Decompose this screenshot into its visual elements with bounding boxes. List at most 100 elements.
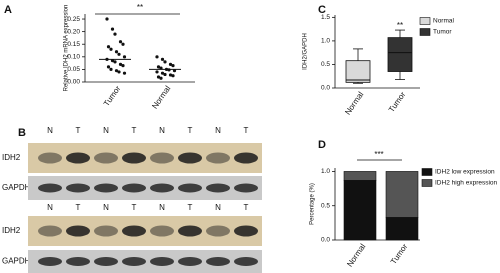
point xyxy=(163,72,167,77)
legend-label: Tumor xyxy=(433,29,452,36)
y-tick-label: 0.5 xyxy=(321,202,330,209)
y-axis-title: Percentage (%) xyxy=(310,183,316,225)
band xyxy=(122,225,146,237)
band xyxy=(234,183,258,193)
x-tick-label: Tumor xyxy=(387,90,408,114)
box xyxy=(387,37,413,72)
point xyxy=(171,64,175,68)
point xyxy=(110,27,115,31)
band xyxy=(66,225,90,237)
lane-label: N xyxy=(215,203,221,212)
band-label: IDH2 xyxy=(2,153,21,162)
point xyxy=(163,60,167,64)
point xyxy=(160,71,165,75)
point xyxy=(117,52,121,56)
band xyxy=(150,183,174,193)
legend-swatch xyxy=(421,179,433,187)
lane-label: T xyxy=(188,203,193,212)
band xyxy=(94,152,118,164)
x-tick-label: Normal xyxy=(345,242,367,268)
point xyxy=(114,69,119,73)
band xyxy=(178,152,202,164)
point xyxy=(114,50,119,54)
band xyxy=(234,225,258,237)
point xyxy=(113,32,117,36)
y-axis-title: IDH2/GAPDH xyxy=(303,33,309,70)
lane-label: N xyxy=(103,203,109,212)
band xyxy=(234,152,258,164)
point xyxy=(156,75,161,79)
band xyxy=(38,225,62,237)
band xyxy=(38,152,62,164)
legend-label: IDH2 low expression xyxy=(435,169,495,176)
legend-label: Normal xyxy=(433,18,455,25)
lane-label: T xyxy=(188,126,193,135)
point xyxy=(118,62,123,66)
point xyxy=(160,57,165,61)
y-tick-label: 0.05 xyxy=(67,66,80,73)
bar-segment xyxy=(385,217,419,241)
x-tick-label: Tumor xyxy=(102,84,123,108)
point xyxy=(106,65,111,69)
band xyxy=(122,152,146,164)
point xyxy=(122,71,127,75)
legend-swatch xyxy=(419,28,431,36)
point xyxy=(105,17,109,21)
band xyxy=(94,183,118,193)
lane-label: T xyxy=(244,203,249,212)
y-tick-label: 0.20 xyxy=(67,28,80,35)
band xyxy=(122,257,146,266)
lane-label: T xyxy=(132,203,137,212)
point xyxy=(168,73,173,77)
point xyxy=(159,76,163,80)
y-tick-label: 0.15 xyxy=(67,41,80,48)
band-label: GAPDH xyxy=(2,183,31,192)
y-tick-label: 1.0 xyxy=(321,168,330,175)
band xyxy=(38,257,62,266)
y-tick-label: 0.25 xyxy=(67,16,80,23)
band xyxy=(178,183,202,193)
lane-label: N xyxy=(103,126,109,135)
bar-segment xyxy=(343,171,377,181)
point xyxy=(121,64,125,68)
lane-label: N xyxy=(159,126,165,135)
y-tick-label: 0.10 xyxy=(67,54,80,61)
x-tick-label: Tumor xyxy=(389,242,410,266)
lane-label: N xyxy=(47,203,53,212)
panel-label: B xyxy=(18,127,26,139)
point xyxy=(109,67,113,72)
annotation: ** xyxy=(137,3,143,12)
lane-label: N xyxy=(47,126,53,135)
band xyxy=(94,257,118,266)
point xyxy=(106,45,111,49)
band xyxy=(150,225,174,237)
bar-segment xyxy=(385,171,419,218)
bar-segment xyxy=(343,180,377,241)
legend-swatch xyxy=(419,17,431,25)
band xyxy=(150,257,174,266)
y-tick-label: 0.0 xyxy=(321,85,330,92)
band xyxy=(178,257,202,266)
band xyxy=(206,257,230,266)
band xyxy=(122,183,146,193)
band xyxy=(66,257,90,266)
panel-label: A xyxy=(4,4,12,16)
legend-swatch xyxy=(421,168,433,176)
annotation: *** xyxy=(374,150,383,159)
band xyxy=(150,152,174,164)
point xyxy=(118,40,123,44)
point xyxy=(171,74,175,78)
y-tick-label: 0.00 xyxy=(67,79,80,86)
point xyxy=(156,65,161,69)
y-tick-label: 0.0 xyxy=(321,237,330,244)
lane-label: N xyxy=(159,203,165,212)
point xyxy=(167,68,171,72)
point xyxy=(121,42,125,46)
band xyxy=(66,183,90,193)
point xyxy=(122,55,127,59)
y-tick-label: 0.5 xyxy=(321,61,330,68)
panel-label: C xyxy=(318,4,326,16)
y-axis-title: Relative IDH2 mRNA expression xyxy=(64,5,70,92)
lane-label: T xyxy=(76,203,81,212)
